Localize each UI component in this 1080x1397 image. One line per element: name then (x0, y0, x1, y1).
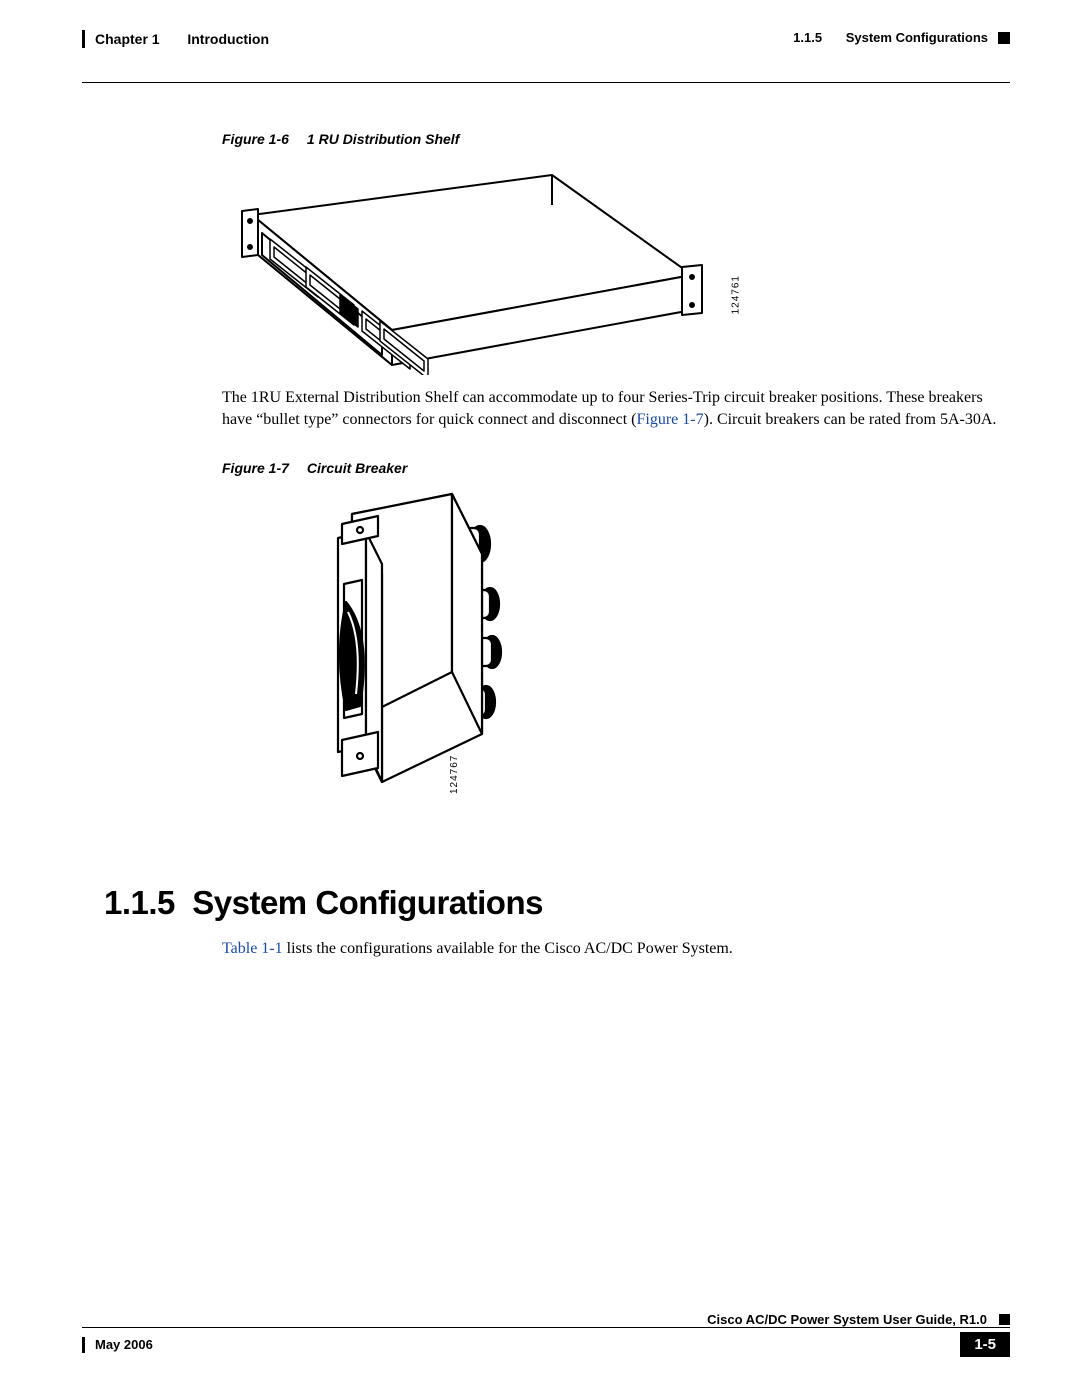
footer-doc-title: Cisco AC/DC Power System User Guide, R1.… (707, 1312, 987, 1327)
figure1-artwork: 124761 (222, 155, 722, 375)
footer-marker-icon (999, 1314, 1010, 1325)
paragraph1-b: ). Circuit breakers can be rated from 5A… (704, 411, 997, 428)
paragraph-1: The 1RU External Distribution Shelf can … (222, 387, 1002, 430)
section-number-heading: 1.1.5 (104, 884, 175, 921)
footer-rule (82, 1327, 1010, 1328)
figure2-artid: 124767 (449, 755, 460, 794)
section-paragraph: Table 1-1 lists the configurations avail… (222, 940, 1010, 958)
header-marker-icon (998, 32, 1010, 44)
section-number: 1.1.5 (793, 30, 822, 45)
chapter-title: Introduction (187, 31, 269, 47)
page-header: Chapter 1 Introduction 1.1.5 System Conf… (82, 30, 1010, 80)
figure2-caption: Figure 1-7 Circuit Breaker (222, 460, 1010, 476)
footer-ornament-bar (82, 1337, 85, 1353)
footer-date: May 2006 (95, 1337, 153, 1352)
header-ornament-bar (82, 30, 85, 48)
section-title: System Configurations (846, 30, 988, 45)
header-rule (82, 82, 1010, 83)
figure1-label: Figure 1-6 (222, 131, 289, 147)
chapter-label: Chapter 1 (95, 31, 160, 47)
page-footer: Cisco AC/DC Power System User Guide, R1.… (82, 1308, 1010, 1357)
figure2-artwork: 124767 (282, 484, 542, 824)
section-title-heading: System Configurations (192, 884, 543, 921)
header-right: 1.1.5 System Configurations (793, 30, 1010, 45)
section-heading: 1.1.5 System Configurations (104, 884, 1010, 922)
figure1-title: 1 RU Distribution Shelf (307, 131, 459, 147)
header-left: Chapter 1 Introduction (82, 30, 269, 48)
figure-crossref-link[interactable]: Figure 1-7 (637, 411, 704, 428)
table-crossref-link[interactable]: Table 1-1 (222, 940, 283, 957)
page-number-badge: 1-5 (960, 1332, 1010, 1357)
section-para-rest: lists the configurations available for t… (283, 940, 733, 957)
figure1-artid: 124761 (730, 275, 741, 314)
figure2-title: Circuit Breaker (307, 460, 407, 476)
figure2-label: Figure 1-7 (222, 460, 289, 476)
figure1-caption: Figure 1-6 1 RU Distribution Shelf (222, 131, 1010, 147)
